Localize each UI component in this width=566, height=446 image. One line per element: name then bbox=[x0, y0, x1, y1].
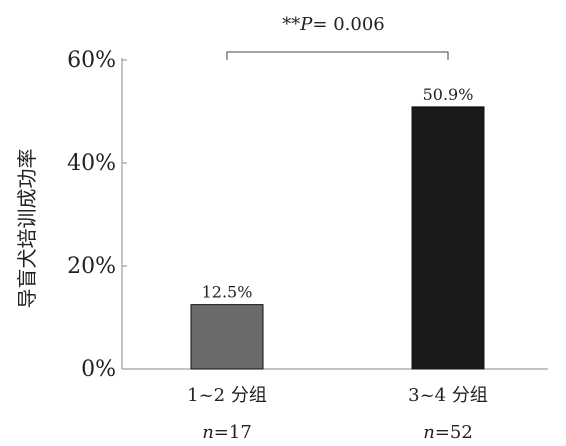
p-value-label: **P= 0.006 bbox=[282, 14, 384, 35]
sample-size-label: n=52 bbox=[423, 422, 473, 442]
axes: 0% 20% 40% 60% 导盲犬培训成功率 bbox=[15, 48, 548, 382]
y-tick-label: 60% bbox=[67, 48, 116, 73]
y-tick-label: 40% bbox=[67, 151, 116, 176]
sample-size-label: n=17 bbox=[202, 422, 252, 442]
y-tick-label: 20% bbox=[67, 254, 116, 279]
bar bbox=[411, 106, 485, 370]
bar-value-label: 50.9% bbox=[423, 85, 474, 104]
y-axis-title: 导盲犬培训成功率 bbox=[15, 149, 39, 309]
bar-value-label: 12.5% bbox=[202, 283, 253, 302]
x-category-label: 1~2 分组 bbox=[187, 385, 267, 406]
significance-bracket bbox=[226, 51, 449, 60]
y-tick-label: 0% bbox=[81, 357, 116, 382]
bar bbox=[190, 304, 264, 370]
labels: 12.5% 1~2 分组 n=17 50.9% 3~4 分组 n=52 **P= 0.006 bbox=[187, 14, 488, 443]
x-category-label: 3~4 分组 bbox=[408, 385, 488, 406]
bars bbox=[190, 106, 485, 370]
